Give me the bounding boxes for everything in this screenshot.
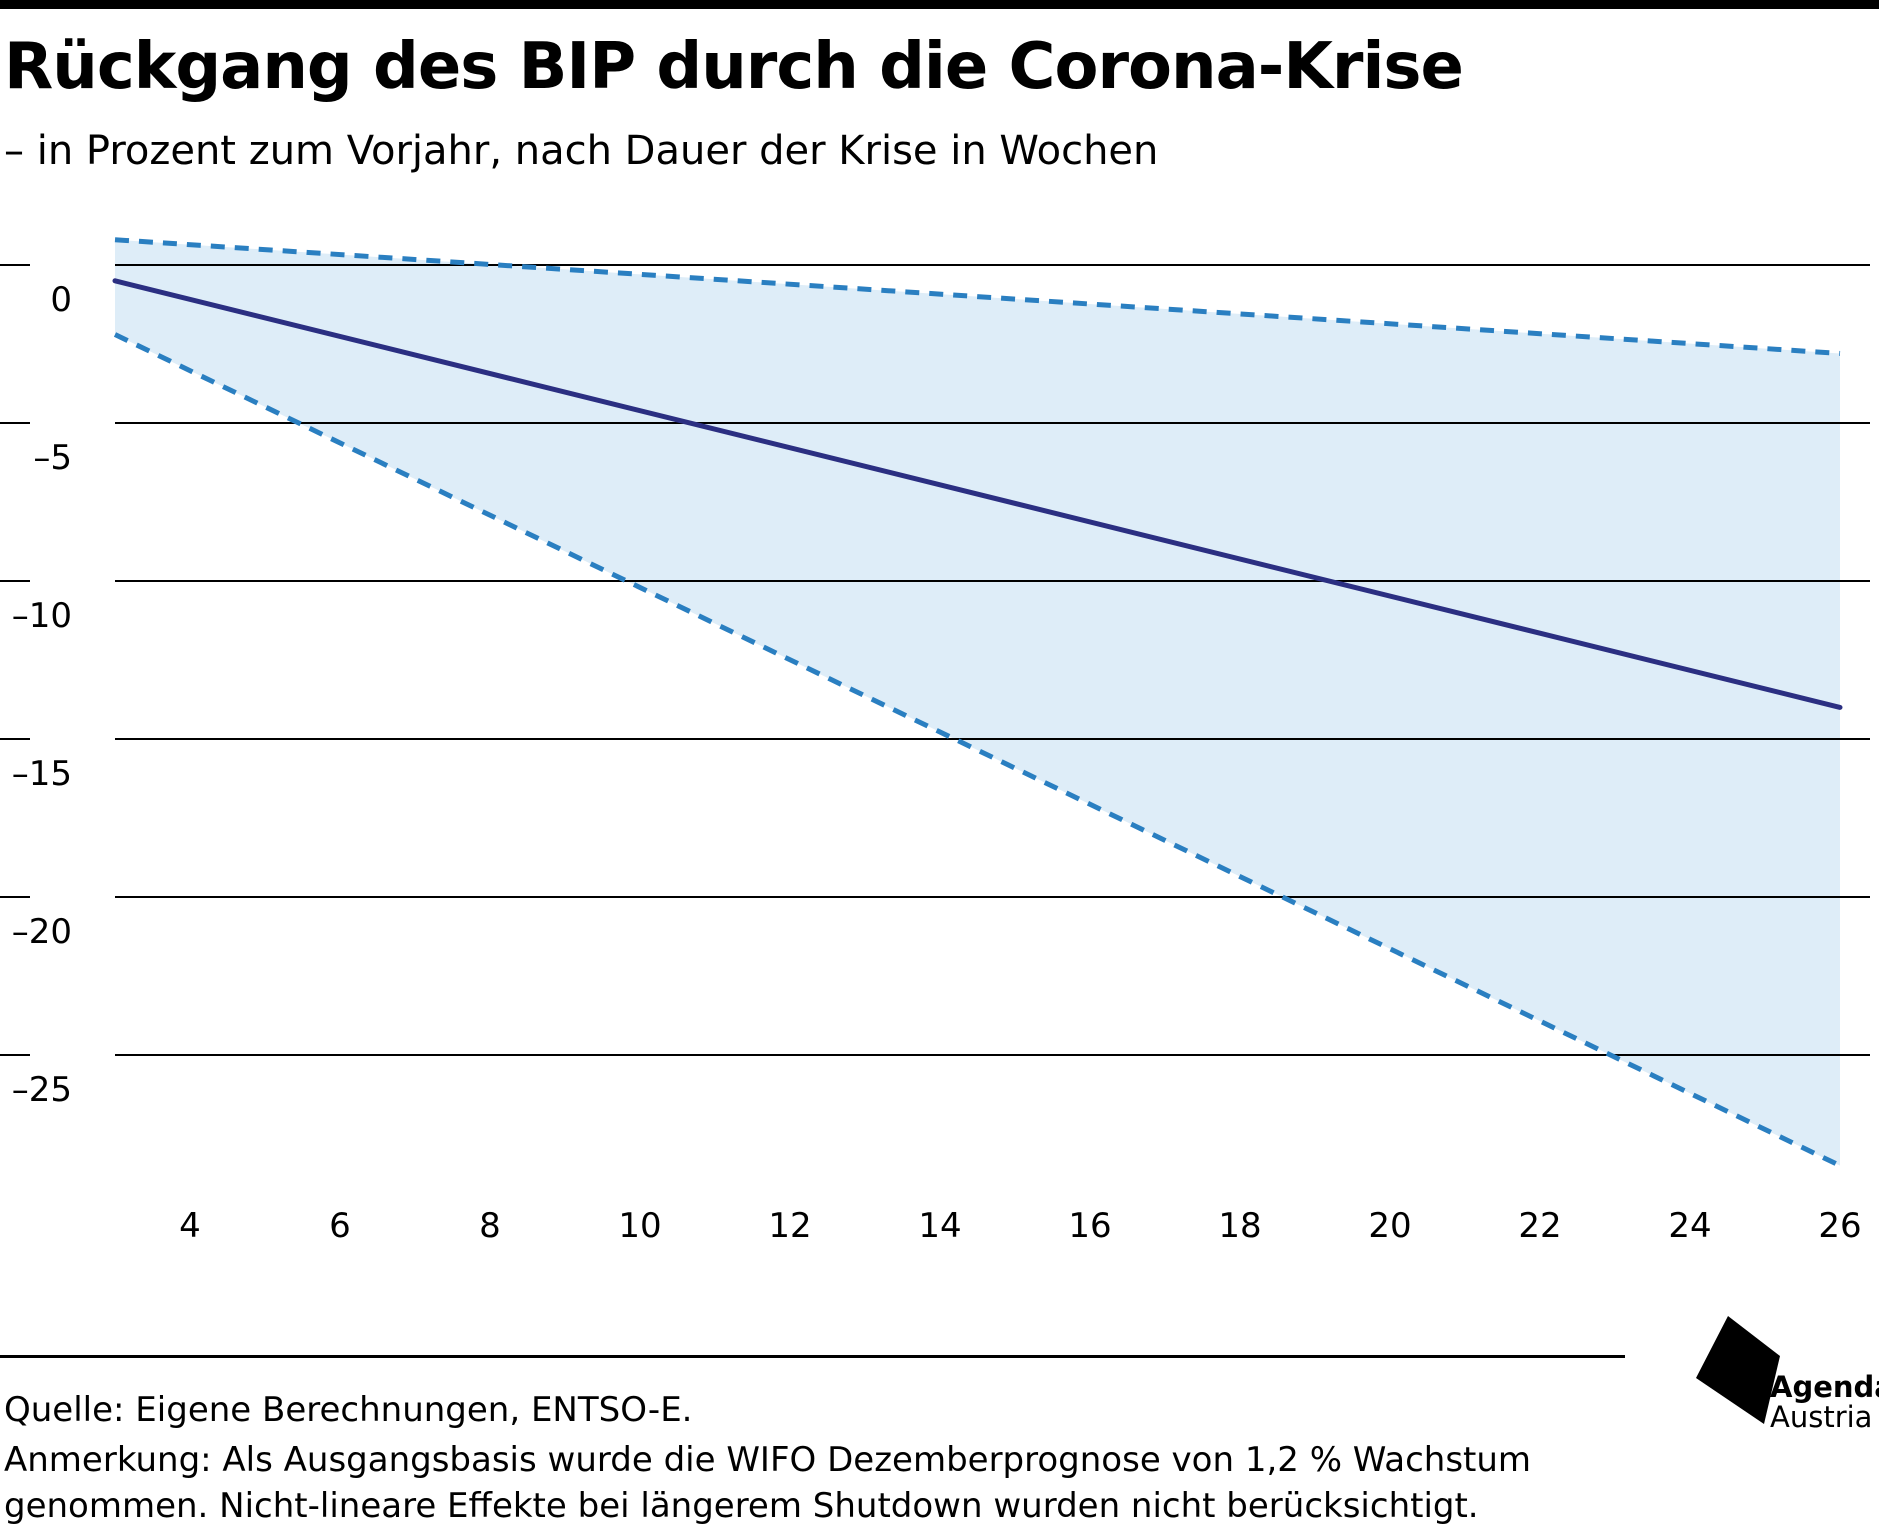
top-rule bbox=[0, 0, 1879, 9]
logo-line1: Agenda bbox=[1770, 1370, 1879, 1404]
chart-title: Rückgang des BIP durch die Corona-Krise bbox=[4, 30, 1464, 104]
footer-rule bbox=[0, 1355, 1625, 1358]
range-band bbox=[115, 239, 1840, 1166]
y-tick-label: –20 bbox=[12, 912, 72, 952]
y-tick-label: –10 bbox=[12, 596, 72, 636]
y-tick-label: –5 bbox=[33, 438, 72, 478]
lower-bound-line bbox=[113, 332, 1842, 1168]
source-note: Quelle: Eigene Berechnungen, ENTSO-E. bbox=[4, 1390, 693, 1430]
gridlines bbox=[0, 264, 1870, 1056]
x-axis-ticks: 4 6 8 10 12 14 16 18 20 22 24 26 bbox=[179, 1206, 1861, 1246]
main-estimate-line bbox=[112, 278, 1843, 710]
x-tick-label: 8 bbox=[479, 1206, 501, 1246]
y-tick-label: –25 bbox=[12, 1070, 72, 1110]
x-tick-label: 22 bbox=[1518, 1206, 1561, 1246]
y-axis-ticks: 0 –5 –10 –15 –20 –25 bbox=[12, 280, 72, 1110]
x-tick-label: 14 bbox=[918, 1206, 961, 1246]
series-lines bbox=[112, 237, 1843, 1168]
x-tick-label: 18 bbox=[1218, 1206, 1261, 1246]
agenda-austria-logo: Agenda Austria bbox=[1694, 1314, 1879, 1434]
line-chart: 0 –5 –10 –15 –20 –25 4 6 8 10 12 14 16 18 20 22 24 26 bbox=[0, 237, 1870, 1246]
forecast-band bbox=[115, 239, 1840, 1166]
x-tick-label: 12 bbox=[768, 1206, 811, 1246]
remark-note: Anmerkung: Als Ausgangsbasis wurde die W… bbox=[4, 1440, 1532, 1526]
y-tick-label: –15 bbox=[12, 754, 72, 794]
logo-line2: Austria bbox=[1770, 1400, 1873, 1434]
x-tick-label: 20 bbox=[1368, 1206, 1411, 1246]
x-tick-label: 24 bbox=[1668, 1206, 1711, 1246]
y-tick-label: 0 bbox=[50, 280, 72, 320]
x-tick-label: 16 bbox=[1068, 1206, 1111, 1246]
chart-subtitle: – in Prozent zum Vorjahr, nach Dauer der… bbox=[4, 128, 1159, 174]
x-tick-label: 6 bbox=[329, 1206, 351, 1246]
logo-text: Agenda Austria bbox=[1770, 1372, 1879, 1432]
upper-bound-line bbox=[114, 237, 1841, 356]
x-tick-label: 26 bbox=[1818, 1206, 1861, 1246]
x-tick-label: 4 bbox=[179, 1206, 201, 1246]
logo-mark-icon bbox=[1696, 1316, 1780, 1424]
x-tick-label: 10 bbox=[618, 1206, 661, 1246]
